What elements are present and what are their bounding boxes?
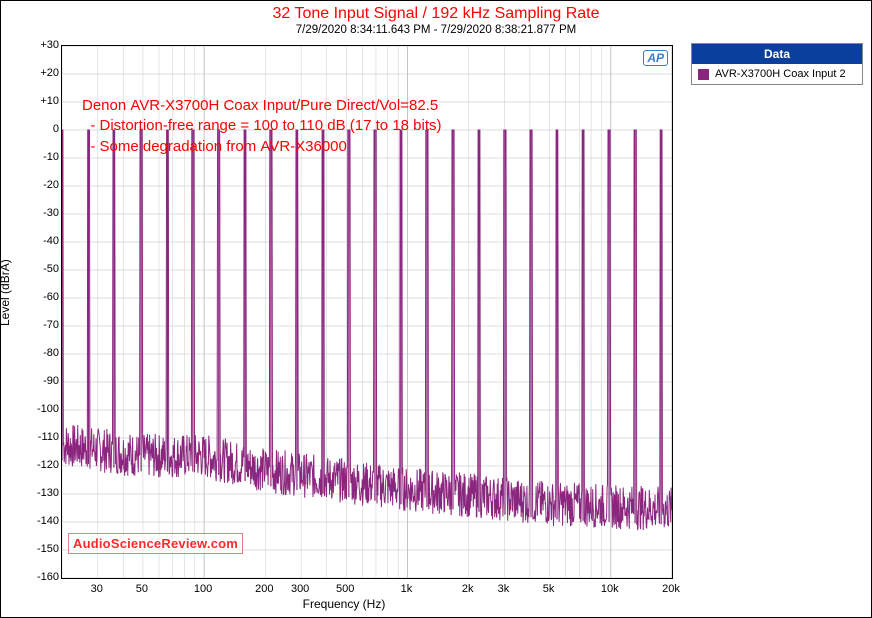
x-tick-label: 3k bbox=[498, 583, 510, 595]
legend-swatch-icon bbox=[698, 69, 709, 80]
y-tick-label: -160 bbox=[9, 571, 59, 583]
x-tick-label: 20k bbox=[662, 583, 680, 595]
y-tick-label: -150 bbox=[9, 543, 59, 555]
x-tick-label: 30 bbox=[91, 583, 103, 595]
y-tick-label: -80 bbox=[9, 347, 59, 359]
timestamp: 7/29/2020 8:34:11.643 PM - 7/29/2020 8:3… bbox=[1, 23, 871, 36]
y-tick-label: -130 bbox=[9, 487, 59, 499]
x-tick-label: 10k bbox=[601, 583, 619, 595]
chart-title: 32 Tone Input Signal / 192 kHz Sampling … bbox=[1, 1, 871, 23]
y-tick-label: -100 bbox=[9, 403, 59, 415]
legend-item: AVR-X3700H Coax Input 2 bbox=[692, 64, 862, 84]
y-tick-label: -120 bbox=[9, 459, 59, 471]
y-tick-label: +20 bbox=[9, 67, 59, 79]
x-tick-label: 500 bbox=[336, 583, 354, 595]
y-tick-label: -90 bbox=[9, 375, 59, 387]
x-tick-label: 100 bbox=[194, 583, 212, 595]
x-tick-label: 1k bbox=[401, 583, 413, 595]
legend-header: Data bbox=[692, 44, 862, 64]
x-tick-label: 300 bbox=[291, 583, 309, 595]
y-tick-label: -60 bbox=[9, 291, 59, 303]
watermark: AudioScienceReview.com bbox=[68, 533, 243, 554]
y-tick-label: +30 bbox=[9, 39, 59, 51]
chart-title-text: 32 Tone Input Signal / 192 kHz Sampling … bbox=[272, 5, 599, 22]
plot-container: Level (dBrA) AP Denon AVR-X3700H Coax In… bbox=[9, 43, 679, 609]
x-tick-label: 200 bbox=[255, 583, 273, 595]
y-tick-label: -70 bbox=[9, 319, 59, 331]
y-tick-label: -50 bbox=[9, 263, 59, 275]
plot-area: AP Denon AVR-X3700H Coax Input/Pure Dire… bbox=[61, 45, 673, 579]
x-axis-label: Frequency (Hz) bbox=[303, 597, 386, 611]
y-tick-label: -40 bbox=[9, 235, 59, 247]
y-tick-label: 0 bbox=[9, 123, 59, 135]
annotation-text: Denon AVR-X3700H Coax Input/Pure Direct/… bbox=[82, 96, 442, 157]
ap-badge-icon: AP bbox=[643, 50, 668, 66]
y-tick-label: -10 bbox=[9, 151, 59, 163]
y-tick-label: +10 bbox=[9, 95, 59, 107]
y-tick-label: -110 bbox=[9, 431, 59, 443]
x-tick-label: 50 bbox=[136, 583, 148, 595]
legend: Data AVR-X3700H Coax Input 2 bbox=[691, 43, 863, 85]
legend-item-label: AVR-X3700H Coax Input 2 bbox=[715, 68, 846, 80]
y-tick-label: -20 bbox=[9, 179, 59, 191]
x-tick-label: 2k bbox=[462, 583, 474, 595]
y-tick-label: -30 bbox=[9, 207, 59, 219]
y-tick-label: -140 bbox=[9, 515, 59, 527]
x-tick-label: 5k bbox=[543, 583, 555, 595]
